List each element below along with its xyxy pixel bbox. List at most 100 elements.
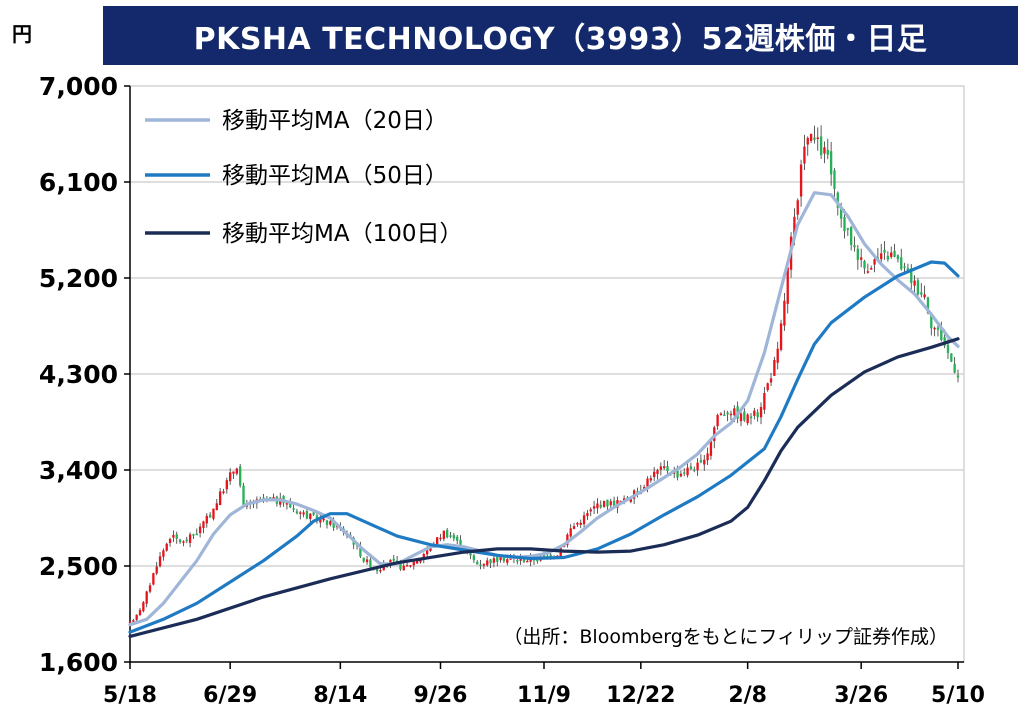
candle-body: [693, 469, 696, 471]
candle-body: [926, 297, 930, 313]
candle-body: [168, 538, 172, 544]
candle-body: [612, 500, 616, 506]
chart-title: PKSHA TECHNOLOGY（3993）52週株価・日足: [193, 21, 928, 57]
candle-body: [866, 271, 870, 273]
candle-body: [686, 467, 689, 476]
candle-body: [923, 294, 926, 298]
candle-body: [659, 466, 663, 470]
candle-body: [582, 515, 586, 525]
candle-body: [856, 248, 860, 260]
candle-body: [325, 520, 329, 525]
candle-body: [482, 564, 486, 566]
y-tick-label: 7,000: [39, 72, 118, 101]
candle-body: [369, 559, 372, 568]
candle-body: [649, 478, 653, 481]
candle-body: [723, 414, 726, 417]
candle-body: [576, 522, 579, 525]
candle-body: [819, 136, 823, 156]
candle-body: [773, 359, 776, 376]
candle-body: [289, 502, 292, 508]
candle-body: [636, 491, 639, 493]
candle-body: [930, 314, 933, 329]
candle-body: [749, 416, 753, 419]
candle-body: [826, 149, 829, 155]
candle-body: [572, 526, 576, 529]
candle-body: [946, 344, 950, 353]
candle-body: [185, 539, 188, 542]
candle-body: [910, 268, 913, 283]
candle-body: [212, 508, 215, 519]
candle-body: [365, 559, 369, 563]
grid-lines: [129, 85, 965, 663]
candle-body: [696, 462, 699, 471]
candle-body: [472, 555, 476, 561]
candle-body: [228, 472, 232, 482]
candle-body: [936, 327, 940, 330]
y-tick-label: 4,300: [39, 360, 118, 389]
y-tick-label: 2,500: [39, 552, 118, 581]
legend-label: 移動平均MA（50日）: [222, 163, 448, 189]
candle-body: [776, 348, 779, 363]
candle-body: [900, 257, 903, 270]
y-tick-label: 3,400: [39, 456, 118, 485]
candle-body: [405, 565, 409, 567]
candle-body: [392, 558, 395, 561]
candle-body: [192, 534, 195, 536]
unit-label: 円: [12, 22, 32, 46]
candle-body: [916, 280, 920, 295]
candle-body: [138, 609, 142, 616]
candle-body: [719, 413, 723, 416]
candle-body: [809, 133, 813, 141]
candle-body: [379, 570, 382, 572]
legend: 移動平均MA（20日） 移動平均MA（50日） 移動平均MA（100日）: [145, 108, 462, 247]
candle-body: [302, 512, 305, 515]
candle-body: [656, 470, 659, 474]
candle-body: [676, 470, 679, 478]
candle-body: [362, 557, 365, 562]
x-tick-label: 3/26: [834, 683, 888, 708]
candle-body: [389, 559, 392, 564]
ma-line: [128, 191, 960, 627]
candle-body: [739, 413, 743, 422]
candle-body: [239, 466, 242, 486]
candle-body: [683, 472, 686, 474]
x-tick-label: 5/18: [103, 683, 157, 708]
candle-body: [516, 560, 519, 562]
legend-label: 移動平均MA（20日）: [222, 108, 448, 134]
candle-body: [469, 553, 472, 556]
candle-body: [208, 514, 212, 518]
candle-body: [489, 559, 492, 564]
candle-body: [813, 137, 816, 140]
candle-body: [743, 411, 746, 421]
candle-body: [499, 556, 502, 561]
axes: 7,000 6,100 5,200 4,300 3,400 2,500 1,600 5/18 6…: [39, 72, 985, 708]
candle-body: [158, 556, 162, 567]
candle-body: [459, 539, 462, 550]
candle-body: [225, 480, 228, 490]
candle-body: [195, 533, 198, 536]
candle-body: [439, 537, 442, 540]
candle-body: [422, 554, 425, 560]
candle-body: [522, 559, 526, 562]
candle-body: [703, 459, 706, 465]
legend-label: 移動平均MA（100日）: [222, 221, 462, 247]
candle-body: [940, 326, 943, 340]
candle-body: [542, 555, 546, 557]
candle-body: [409, 565, 412, 567]
candle-body: [806, 138, 809, 145]
candle-body: [198, 526, 202, 534]
candle-body: [579, 522, 582, 525]
candle-body: [793, 216, 796, 237]
candle-body: [843, 217, 846, 232]
candle-body: [218, 491, 222, 506]
candle-body: [883, 249, 886, 253]
x-tick-label: 2/8: [728, 683, 767, 708]
candle-body: [322, 518, 325, 521]
candle-body: [860, 257, 863, 260]
candle-body: [242, 485, 245, 505]
candle-body: [519, 558, 522, 561]
candle-body: [609, 501, 612, 506]
ma-line: [128, 337, 960, 639]
candle-body: [629, 498, 632, 502]
candle-body: [148, 585, 152, 592]
